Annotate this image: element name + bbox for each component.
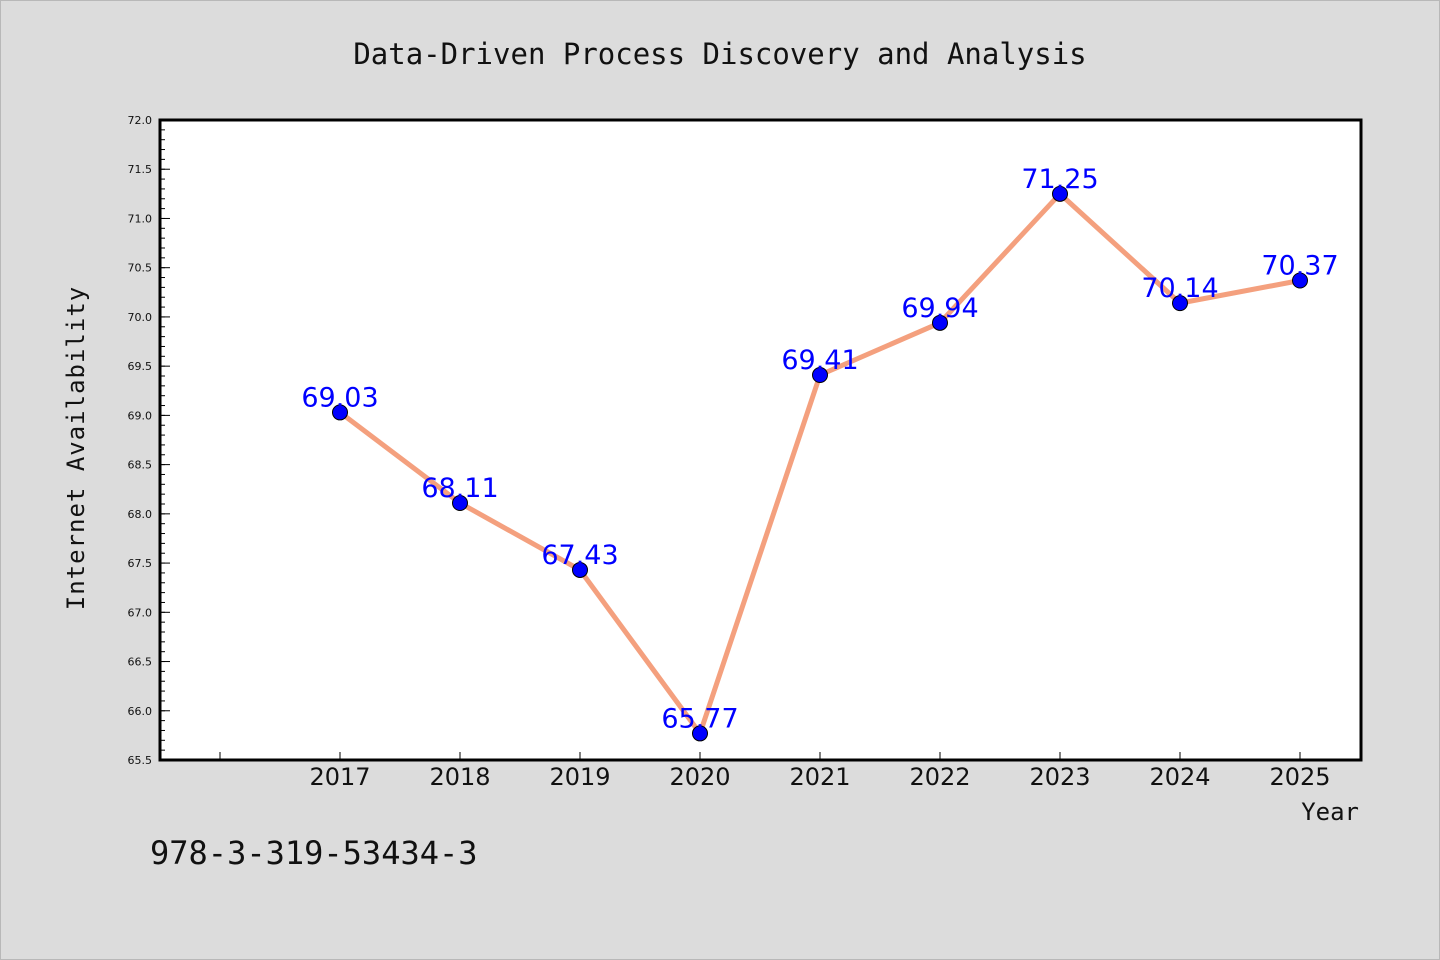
- y-tick-label: 66.0: [128, 705, 153, 718]
- series-internet-availability: 69.03 68.11 67.43 65.77 69.41 69.94 71.25 70.14…: [301, 164, 1339, 742]
- x-tick-label: 2017: [309, 763, 370, 791]
- x-tick-label: 2025: [1269, 763, 1330, 791]
- x-axis: 2017 2018 2019 2020 2021 2022 2023 2024 2025: [219, 752, 1331, 791]
- data-point: [692, 725, 708, 742]
- data-label: 67.43: [541, 540, 618, 571]
- chart-title: Data-Driven Process Discovery and Analys…: [353, 37, 1086, 71]
- x-tick-label: 2019: [549, 763, 610, 791]
- data-point: [452, 495, 468, 512]
- x-tick-label: 2023: [1029, 763, 1090, 791]
- data-label: 68.11: [421, 473, 498, 504]
- y-axis: 65.5 66.0 66.5 67.0 67.5 68.0 68.5 69.0 69.5 70.0…: [128, 114, 170, 767]
- y-tick-label: 67.5: [128, 557, 153, 570]
- x-tick-label: 2021: [789, 763, 850, 791]
- data-point: [1052, 185, 1068, 202]
- y-tick-label: 68.5: [128, 459, 153, 472]
- plot-area: [158, 118, 1363, 762]
- data-point: [332, 404, 348, 421]
- y-axis-label: Internet Availability: [62, 286, 90, 610]
- data-point: [1292, 272, 1308, 289]
- data-point: [932, 314, 948, 331]
- y-tick-label: 70.5: [128, 262, 153, 275]
- y-tick-label: 72.0: [128, 114, 153, 127]
- footer-code: 978-3-319-53434-3: [150, 834, 478, 872]
- x-tick-label: 2022: [909, 763, 970, 791]
- y-tick-label: 69.0: [128, 409, 153, 422]
- data-label: 71.25: [1021, 164, 1098, 195]
- data-label: 70.37: [1261, 250, 1338, 281]
- data-point: [812, 367, 828, 384]
- data-label: 69.41: [781, 345, 858, 376]
- x-tick-label: 2018: [429, 763, 490, 791]
- data-label: 69.03: [301, 382, 378, 413]
- data-label: 69.94: [901, 293, 978, 324]
- x-tick-label: 2024: [1149, 763, 1210, 791]
- y-tick-label: 71.0: [128, 212, 153, 225]
- y-tick-label: 71.5: [128, 163, 153, 176]
- x-tick-label: 2020: [669, 763, 730, 791]
- y-tick-label: 68.0: [128, 508, 153, 521]
- x-axis-label: Year: [1301, 798, 1359, 826]
- y-tick-label: 65.5: [128, 754, 153, 767]
- data-label: 65.77: [661, 703, 738, 734]
- data-point: [572, 561, 588, 578]
- y-tick-label: 70.0: [128, 311, 153, 324]
- y-tick-label: 66.5: [128, 656, 153, 669]
- y-tick-label: 69.5: [128, 360, 153, 373]
- y-tick-label: 67.0: [128, 606, 153, 619]
- data-point: [1172, 295, 1188, 312]
- data-label: 70.14: [1141, 273, 1218, 304]
